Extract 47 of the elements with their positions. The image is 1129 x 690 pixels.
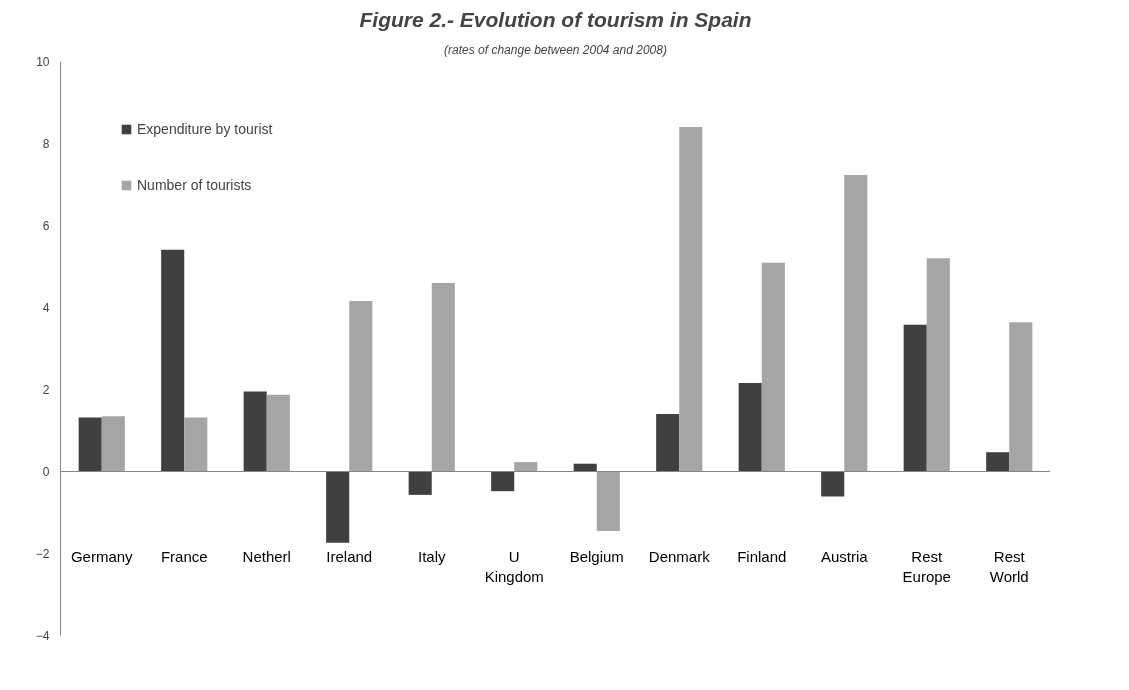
bar <box>679 127 703 472</box>
bar <box>738 382 762 472</box>
bar <box>986 452 1010 472</box>
x-tick-label: Rest Europe <box>902 547 951 585</box>
x-tick-label: Rest World <box>989 547 1029 585</box>
bar <box>596 471 620 531</box>
x-tick-label: Netherl <box>242 547 291 565</box>
bar <box>101 416 125 472</box>
x-tick-label: Ireland <box>326 547 373 565</box>
legend-label: Number of tourists <box>137 177 252 193</box>
bar <box>326 471 350 543</box>
bar <box>514 462 538 472</box>
y-tick-label: 4 <box>42 301 50 315</box>
bar <box>184 417 208 472</box>
bar <box>78 417 102 472</box>
bar <box>821 471 845 497</box>
y-tick-label: 0 <box>42 465 50 479</box>
y-tick-label: 2 <box>42 383 50 397</box>
y-tick-label: −4 <box>35 629 50 643</box>
x-tick-label: U Kingdom <box>484 547 544 585</box>
bar <box>408 471 432 495</box>
x-tick-label: Finland <box>737 547 787 565</box>
bar <box>926 258 950 472</box>
bar <box>844 175 868 472</box>
x-tick-label: Germany <box>70 547 134 565</box>
legend-label: Expenditure by tourist <box>137 121 273 137</box>
x-tick-label: France <box>160 547 208 565</box>
bar <box>761 262 785 472</box>
y-tick-label: 8 <box>42 137 50 151</box>
x-tick-label: Belgium <box>569 547 624 565</box>
y-tick-label: 10 <box>36 55 50 69</box>
bar <box>349 300 373 472</box>
x-tick-label: Austria <box>820 547 869 565</box>
bar <box>161 249 185 472</box>
bar <box>431 282 455 472</box>
bar <box>243 391 267 472</box>
chart-subtitle: (rates of change between 2004 and 2008) <box>444 42 667 57</box>
y-tick-label: −2 <box>35 547 50 561</box>
y-tick-label: 6 <box>42 219 50 233</box>
bar <box>491 471 515 492</box>
x-tick-label: Denmark <box>648 547 711 565</box>
x-tick-label: Italy <box>418 547 446 565</box>
bar <box>1009 322 1033 472</box>
bar <box>266 394 290 472</box>
bar <box>656 414 680 472</box>
chart-title: Figure 2.- Evolution of tourism in Spain <box>359 7 752 31</box>
bar <box>903 324 927 472</box>
